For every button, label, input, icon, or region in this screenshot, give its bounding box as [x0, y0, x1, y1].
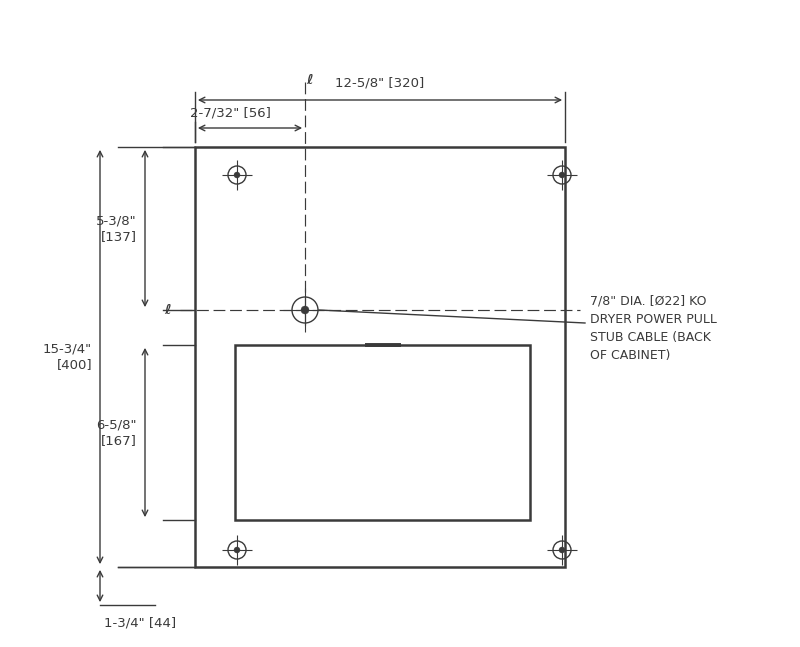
Bar: [235, 345, 530, 520]
Text: ℓ: ℓ: [306, 73, 312, 87]
Bar: [195, 147, 565, 567]
Circle shape: [559, 547, 565, 553]
Text: 12-5/8" [320]: 12-5/8" [320]: [335, 76, 425, 89]
Text: ℓ: ℓ: [164, 303, 170, 317]
Circle shape: [234, 547, 240, 553]
Text: 15-3/4"
[400]: 15-3/4" [400]: [43, 342, 92, 371]
Text: 7/8" DIA. [Ø22] KO
DRYER POWER PULL
STUB CABLE (BACK
OF CABINET): 7/8" DIA. [Ø22] KO DRYER POWER PULL STUB…: [590, 295, 717, 362]
Circle shape: [559, 172, 565, 178]
Text: 5-3/8"
[137]: 5-3/8" [137]: [96, 214, 137, 243]
Circle shape: [234, 172, 240, 178]
Text: 1-3/4" [44]: 1-3/4" [44]: [104, 617, 176, 630]
Text: 6-5/8"
[167]: 6-5/8" [167]: [97, 418, 137, 447]
Text: 2-7/32" [56]: 2-7/32" [56]: [190, 106, 271, 119]
Circle shape: [301, 306, 309, 314]
